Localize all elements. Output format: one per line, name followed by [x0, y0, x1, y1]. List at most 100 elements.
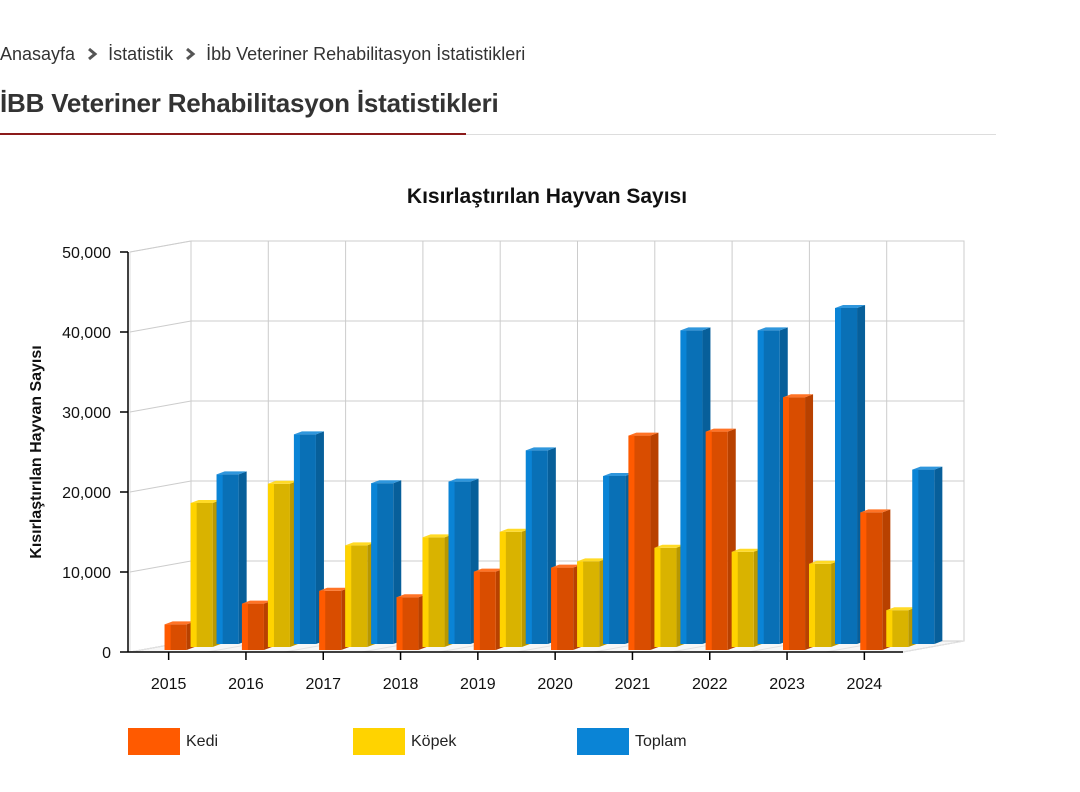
legend-item-köpek[interactable]: Köpek	[353, 728, 456, 755]
page-title: İBB Veteriner Rehabilitasyon İstatistikl…	[0, 88, 499, 118]
bar-kedi-highlight	[241, 603, 248, 650]
bar-köpek-top	[654, 544, 685, 548]
bar-köpek-top	[422, 534, 453, 538]
bar-toplam-top	[757, 327, 788, 331]
bar-kedi-top	[860, 509, 891, 513]
x-tick-label: 2018	[383, 676, 419, 693]
bar-kedi-top	[705, 428, 736, 432]
x-tick-label: 2024	[847, 676, 883, 693]
gridline-floor	[902, 640, 965, 653]
bar-köpek-highlight	[886, 610, 893, 647]
bar-toplam-side	[934, 466, 943, 644]
bar-toplam-highlight	[216, 474, 223, 644]
y-tick-label: 20,000	[62, 485, 111, 502]
x-tick-label: 2017	[305, 676, 341, 693]
gridline-side	[129, 560, 192, 573]
chart-side-wall	[129, 240, 192, 653]
gridline-side	[129, 400, 192, 413]
bar-toplam-top	[835, 305, 866, 308]
bar-toplam-top	[448, 478, 479, 482]
legend-swatch	[353, 728, 405, 755]
bar-kedi-top	[319, 587, 350, 591]
bar-toplam-highlight	[525, 450, 532, 644]
bar-toplam-highlight	[448, 481, 455, 644]
bar-köpek-highlight	[422, 537, 429, 647]
bar-köpek-top	[267, 480, 298, 484]
x-tick-label: 2023	[769, 676, 805, 693]
bar-köpek-highlight	[345, 545, 352, 647]
bar-köpek-highlight	[499, 531, 506, 647]
bar-kedi-highlight	[396, 597, 403, 650]
bar-köpek-top	[499, 528, 530, 532]
legend-item-toplam[interactable]: Toplam	[577, 728, 687, 755]
bar-toplam-top	[912, 466, 943, 470]
x-tick-label: 2022	[692, 676, 728, 693]
bar-kedi-highlight	[860, 512, 867, 650]
bar-kedi-top	[396, 594, 427, 598]
breadcrumb: Anasayfa İstatistik İbb Veteriner Rehabi…	[0, 43, 525, 65]
bar-köpek-highlight	[809, 563, 816, 647]
bar-toplam-side	[238, 471, 247, 644]
bar-toplam-highlight	[371, 483, 378, 644]
legend-label: Toplam	[635, 732, 687, 750]
bar-toplam-top	[371, 480, 402, 484]
y-tick-label: 30,000	[62, 405, 111, 422]
bar-köpek-top	[809, 560, 840, 564]
legend-swatch	[128, 728, 180, 755]
legend-item-kedi[interactable]: Kedi	[128, 728, 218, 755]
legend-label: Kedi	[186, 732, 219, 750]
chevron-right-icon	[85, 47, 99, 61]
gridline-side	[129, 240, 192, 253]
x-tick-label: 2015	[151, 676, 187, 693]
bar-köpek-top	[190, 500, 221, 503]
bar-kedi-top	[241, 600, 272, 604]
bar-toplam-highlight	[603, 476, 610, 644]
bar-toplam-top	[680, 327, 711, 331]
bar-toplam-highlight	[680, 330, 687, 644]
y-tick-label: 0	[102, 645, 111, 662]
bar-toplam-top	[216, 471, 247, 475]
bar-köpek-highlight	[731, 551, 738, 647]
bar-kedi-top	[551, 564, 582, 568]
chart-title: Kısırlaştırılan Hayvan Sayısı	[407, 185, 687, 208]
bar-kedi-top	[473, 568, 504, 572]
x-tick-label: 2020	[537, 676, 573, 693]
breadcrumb-statistics-link[interactable]: İstatistik	[108, 43, 174, 64]
bar-kedi-highlight	[473, 571, 480, 650]
bar-chart: Kısırlaştırılan Hayvan Sayısı 0 10,000 20,0…	[28, 185, 965, 693]
y-tick-label: 50,000	[62, 245, 111, 262]
x-tick-label: 2019	[460, 676, 496, 693]
bar-toplam-highlight	[912, 469, 919, 644]
bar-toplam-top	[293, 431, 324, 435]
bar-köpek-highlight	[267, 483, 274, 647]
breadcrumb-current: İbb Veteriner Rehabilitasyon İstatistikl…	[206, 43, 526, 64]
bar-toplam-top	[525, 447, 556, 451]
bar-köpek-highlight	[190, 503, 197, 647]
y-tick-label: 10,000	[62, 565, 111, 582]
legend-label: Köpek	[411, 732, 457, 750]
chevron-right-icon	[183, 47, 197, 61]
bar-kedi-highlight	[319, 590, 326, 650]
bar-köpek-top	[577, 558, 608, 562]
bar-kedi-top	[783, 394, 814, 398]
bar-kedi-highlight	[164, 624, 171, 650]
breadcrumb-home-link[interactable]: Anasayfa	[0, 43, 76, 64]
bar-kedi-highlight	[551, 567, 558, 650]
bar-kedi-top	[628, 432, 659, 436]
bar-toplam-highlight	[757, 330, 764, 644]
bar-köpek-top	[886, 607, 917, 611]
bar-köpek-top	[731, 548, 762, 552]
gridline-side	[129, 320, 192, 333]
title-divider	[0, 134, 996, 135]
bar-toplam-highlight	[835, 308, 842, 644]
title-accent-line	[0, 133, 466, 135]
bar-toplam-highlight	[293, 434, 300, 644]
bar-köpek-top	[345, 542, 376, 546]
gridline-side	[129, 480, 192, 493]
bar-köpek-highlight	[577, 561, 584, 647]
x-tick-label: 2016	[228, 676, 264, 693]
bar-kedi-highlight	[628, 435, 635, 650]
y-axis-title: Kısırlaştırılan Hayvan Sayısı	[28, 345, 45, 558]
x-tick-label: 2021	[615, 676, 651, 693]
bar-kedi-highlight	[783, 397, 790, 650]
